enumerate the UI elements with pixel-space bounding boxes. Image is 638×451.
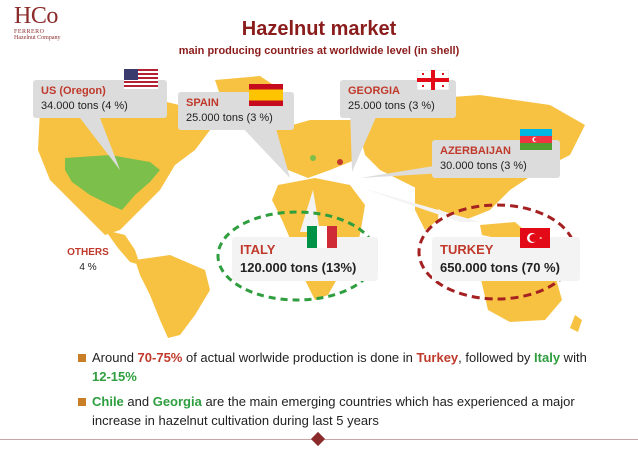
azerbaijan-value: 30.000 tons (3 %): [440, 160, 527, 172]
italy-name: ITALY: [240, 242, 276, 257]
logo-sub1: FERRERO: [14, 29, 45, 35]
us-pointer: [80, 118, 120, 170]
azerbaijan-name: AZERBAIJAN: [440, 145, 511, 157]
bullet-list: Around 70-75% of actual worlwide product…: [78, 348, 598, 436]
spain-pointer: [240, 125, 290, 178]
turkey-marker: [337, 159, 343, 165]
spain-name: SPAIN: [186, 97, 219, 109]
b2-georgia: Georgia: [152, 394, 202, 409]
callout-italy: ITALY 120.000 tons (13%): [232, 237, 378, 281]
georgia-flag-icon: [417, 70, 449, 90]
logo-sub2: Hazelnut Company: [14, 35, 61, 41]
b2-chile: Chile: [92, 394, 124, 409]
b1-text-7: with: [560, 350, 587, 365]
new-zealand-shape: [570, 315, 582, 332]
central-america-shape: [105, 230, 140, 265]
georgia-value: 25.000 tons (3 %): [348, 100, 435, 112]
others-label: OTHERS 4 %: [58, 245, 118, 275]
turkey-flag-icon: [520, 228, 550, 248]
bullet-1: Around 70-75% of actual worlwide product…: [78, 348, 598, 386]
callout-turkey: TURKEY 650.000 tons (70 %): [432, 237, 580, 281]
b1-italy-share: 12-15%: [92, 369, 137, 384]
us-value: 34.000 tons (4 %): [41, 100, 128, 112]
italy-marker: [310, 155, 316, 161]
bullet-square-icon: [78, 398, 86, 406]
company-logo: HCo FERRERO Hazelnut Company: [14, 4, 84, 41]
b1-italy: Italy: [534, 350, 561, 365]
south-america-shape: [135, 255, 210, 338]
georgia-pointer: [350, 108, 380, 172]
b1-turkey: Turkey: [416, 350, 459, 365]
b1-share: 70-75%: [137, 350, 183, 365]
italy-value: 120.000 tons (13%): [240, 260, 357, 275]
turkey-value: 650.000 tons (70 %): [440, 260, 560, 275]
b1-text-1: Around: [92, 350, 138, 365]
turkey-name: TURKEY: [440, 242, 494, 257]
others-name: OTHERS: [67, 247, 109, 258]
b2-text-2: and: [123, 394, 153, 409]
bullet-2: Chile and Georgia are the main emerging …: [78, 392, 598, 430]
callout-azerbaijan: AZERBAIJAN 30.000 tons (3 %): [432, 140, 560, 178]
italy-pointer: [300, 190, 320, 232]
se-asia-islands-shape: [480, 222, 530, 240]
azerbaijan-flag-icon: [520, 129, 552, 150]
us-flag-icon: [124, 69, 158, 89]
b2-text-4: are the main emerging countries which ha…: [92, 394, 575, 428]
bullet-square-icon: [78, 354, 86, 362]
b1-text-3: of actual worlwide production is done in: [182, 350, 417, 365]
slide-subtitle: main producing countries at worldwide le…: [178, 45, 460, 57]
logo-main: HCo: [14, 3, 58, 29]
spain-flag-icon: [249, 84, 283, 106]
others-value: 4 %: [79, 262, 97, 273]
b1-text-5: , followed by: [458, 350, 535, 365]
italy-flag-icon: [307, 226, 337, 248]
us-name: US (Oregon): [41, 85, 106, 97]
spain-value: 25.000 tons (3 %): [186, 112, 273, 124]
georgia-name: GEORGIA: [348, 85, 400, 97]
us-highlight: [65, 155, 160, 210]
slide-title: Hazelnut market: [241, 18, 397, 40]
